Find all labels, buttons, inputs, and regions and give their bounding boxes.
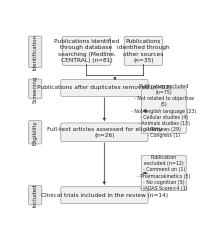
FancyBboxPatch shape [29,185,42,205]
Text: Included: Included [33,183,38,207]
Text: Clinical trials included in the review (n=14): Clinical trials included in the review (… [41,193,168,198]
Text: Publication
excluded (n=12)
- Comment on (1)
- Pharmacokinetics (5)
- No cogniti: Publication excluded (n=12) - Comment on… [137,155,190,191]
FancyBboxPatch shape [29,121,42,144]
FancyBboxPatch shape [29,79,42,99]
FancyBboxPatch shape [61,123,148,142]
FancyBboxPatch shape [124,36,163,65]
FancyBboxPatch shape [61,187,148,204]
FancyBboxPatch shape [141,155,186,191]
FancyBboxPatch shape [29,36,42,68]
Text: Identification: Identification [33,34,38,70]
FancyBboxPatch shape [61,79,148,96]
Text: Full-text articles assessed for eligibility
(n=26): Full-text articles assessed for eligibil… [47,127,162,138]
Text: Screening: Screening [33,75,38,102]
Text: Publications after duplicates removed (n=99): Publications after duplicates removed (n… [37,85,172,90]
Text: Publications identified
through database
searching (Medline,
CENTRAL) (n=81): Publications identified through database… [54,39,119,63]
FancyBboxPatch shape [141,89,186,133]
Text: Publications
identified through
other sources
(n=35): Publications identified through other so… [117,39,170,63]
FancyBboxPatch shape [62,36,110,65]
Text: Publication excluded
(n=75)
- Not related to objective
(5)
- Not English languag: Publication excluded (n=75) - Not relate… [131,84,196,138]
Text: Eligibility: Eligibility [33,120,38,145]
